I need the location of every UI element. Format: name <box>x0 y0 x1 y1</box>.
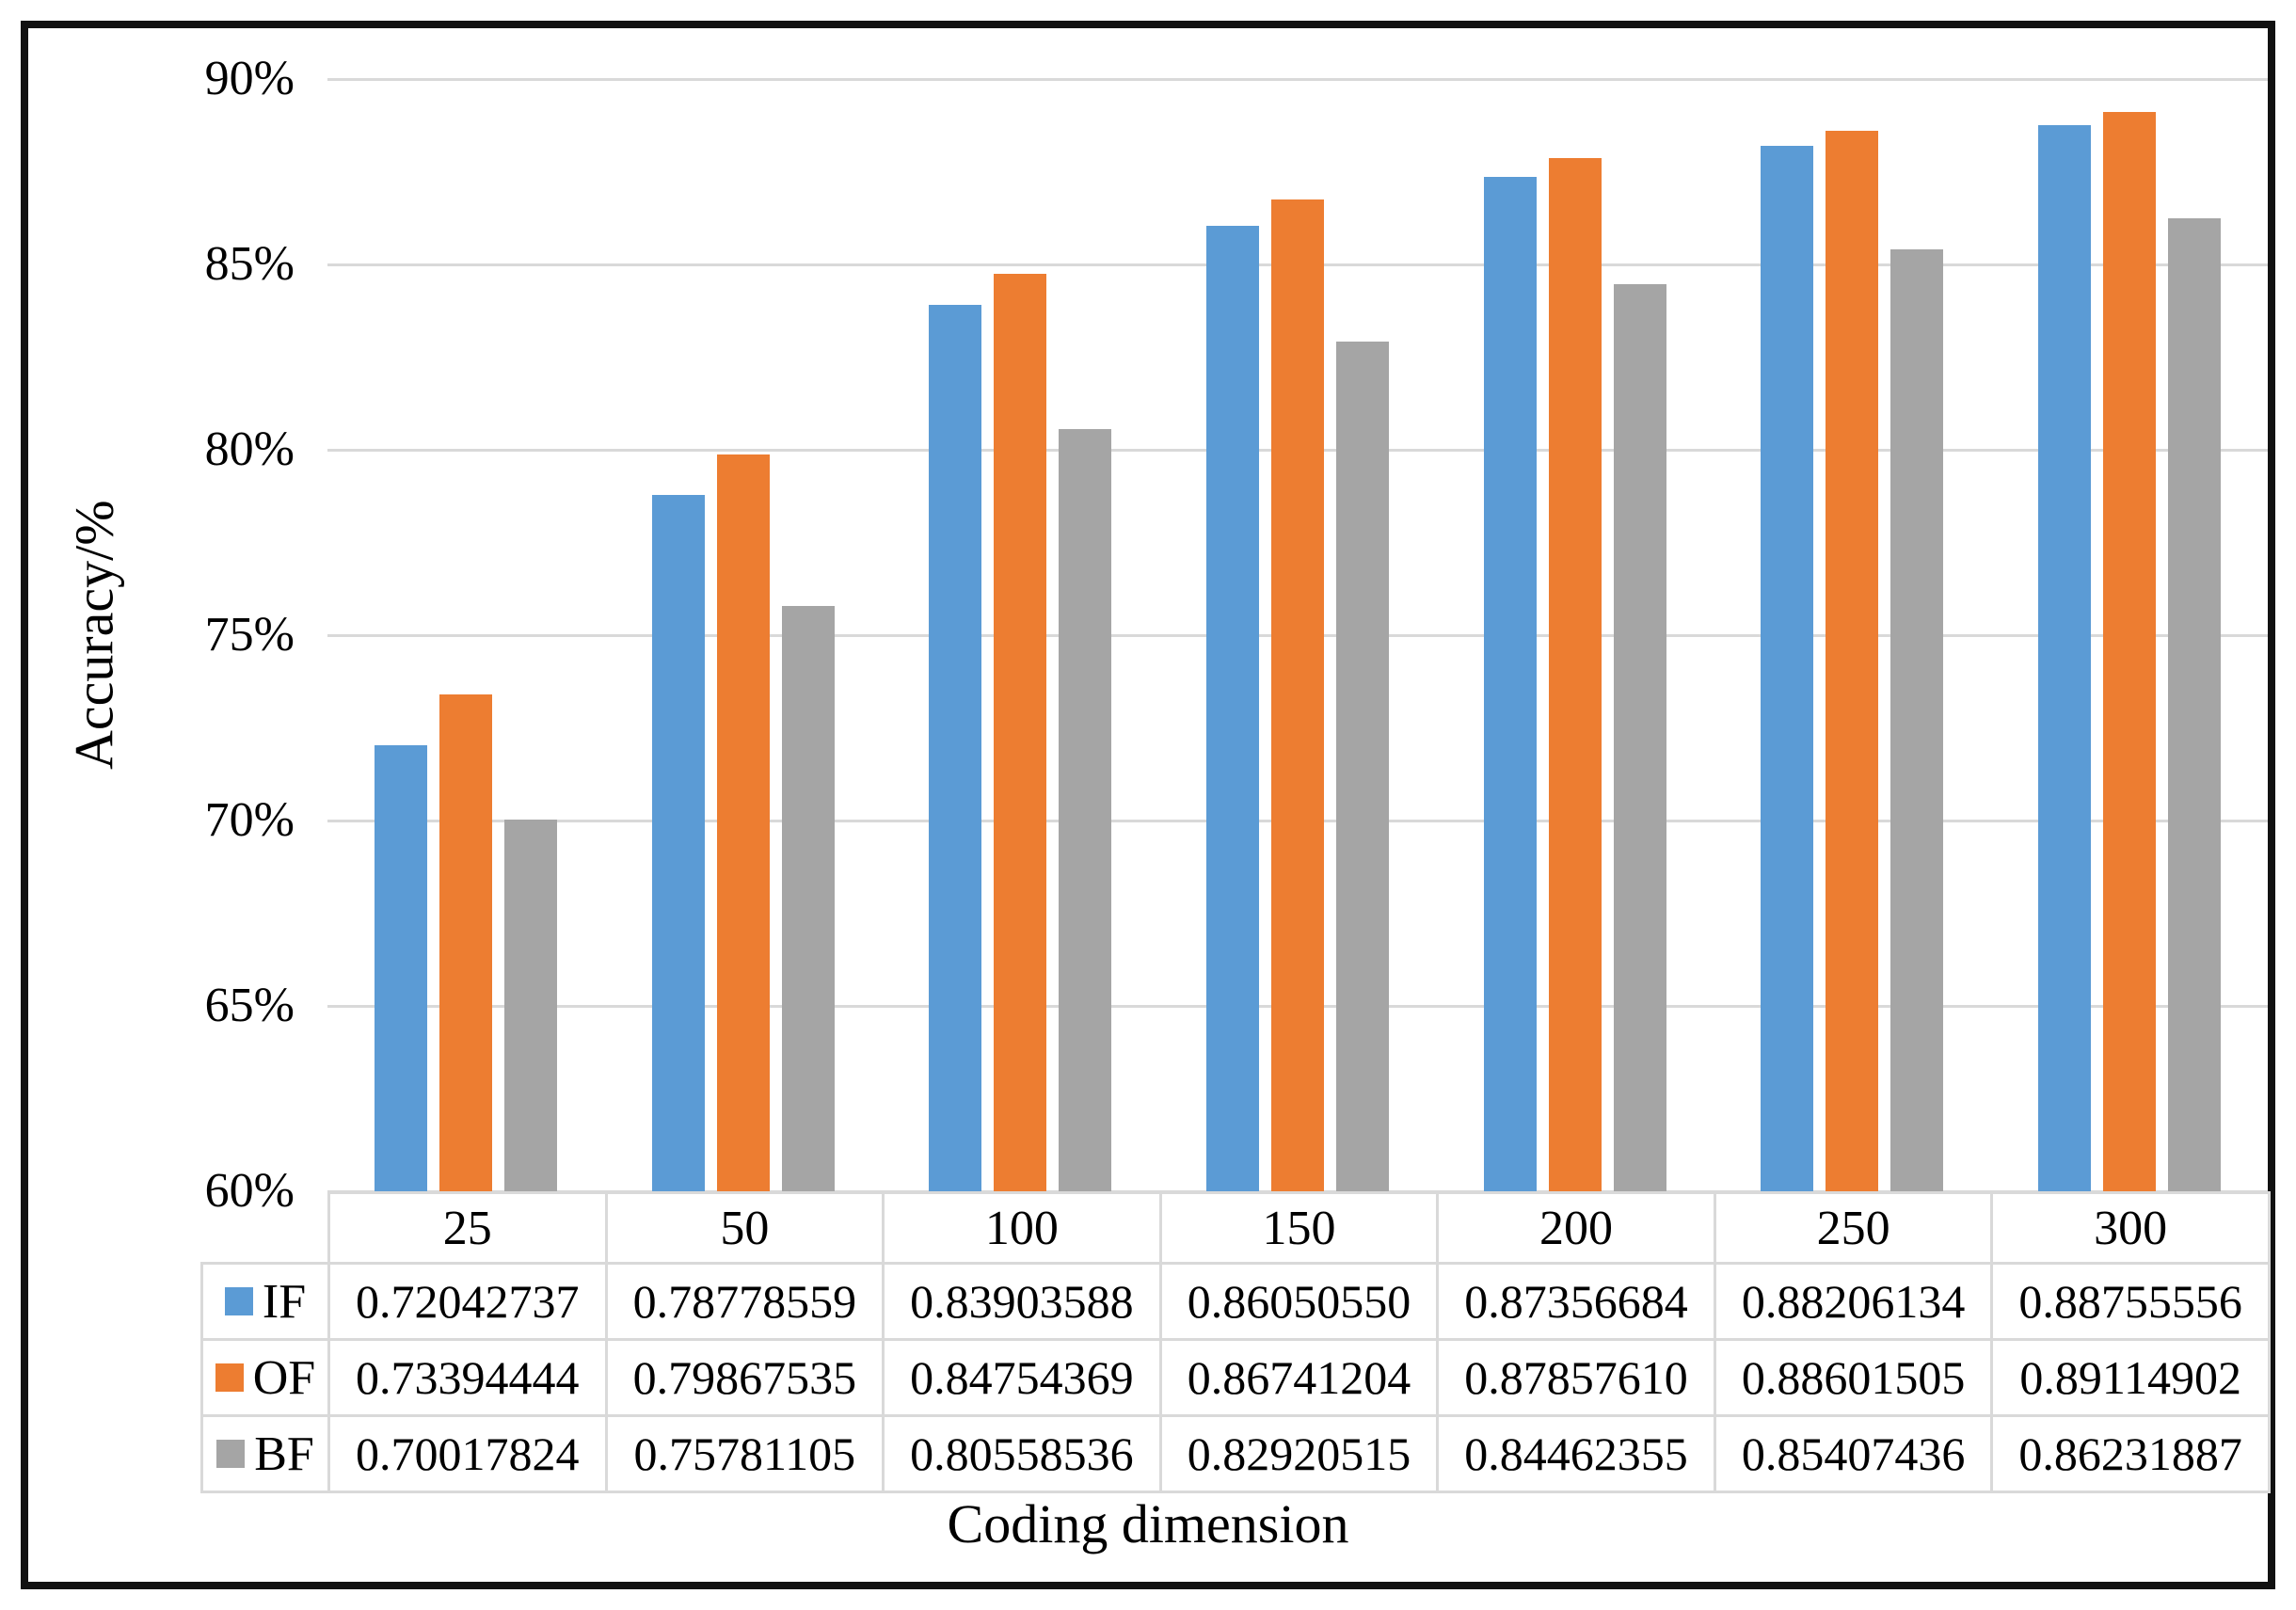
value-cell-if-250: 0.88206134 <box>1713 1262 1994 1341</box>
legend-swatch-if <box>224 1287 253 1315</box>
y-tick-label: 75% <box>204 608 295 662</box>
bar-of-250 <box>1826 131 1879 1191</box>
legend-label: BF <box>254 1427 314 1481</box>
data-table: 25 50 100 150 200 250 300 IF 0.72042737 0.7877855… <box>200 1191 2271 1493</box>
category-header-300: 300 <box>1990 1191 2271 1265</box>
bar-of-100 <box>994 273 1047 1191</box>
bar-bf-150 <box>1336 341 1390 1191</box>
value-cell-if-150: 0.86050550 <box>1158 1262 1440 1341</box>
value-cell-of-100: 0.84754369 <box>882 1338 1162 1417</box>
category-header-150: 150 <box>1158 1191 1440 1265</box>
value-cell-if-100: 0.83903588 <box>882 1262 1162 1341</box>
bar-bf-200 <box>1613 284 1666 1191</box>
gridline <box>327 1189 2268 1193</box>
x-axis-title: Coding dimension <box>947 1493 1349 1554</box>
bar-group-150 <box>1159 79 1437 1191</box>
y-axis-tick-labels: 90% 85% 80% 75% 70% 65% 60% <box>28 28 295 1582</box>
bar-group-250 <box>1714 79 1991 1191</box>
legend-swatch-bf <box>216 1440 246 1468</box>
table-row-bf: BF 0.70017824 0.75781105 0.80558536 0.829205… <box>200 1414 2271 1493</box>
y-tick-label: 80% <box>204 422 295 476</box>
category-header-200: 200 <box>1436 1191 1716 1265</box>
bar-of-150 <box>1271 199 1325 1191</box>
bar-bf-25 <box>504 820 558 1191</box>
value-cell-of-25: 0.73394444 <box>327 1338 608 1417</box>
bar-if-100 <box>929 305 982 1191</box>
legend-label: OF <box>252 1350 316 1405</box>
value-cell-bf-300: 0.86231887 <box>1990 1414 2271 1493</box>
y-tick-label: 90% <box>204 52 295 105</box>
value-cell-if-25: 0.72042737 <box>327 1262 608 1341</box>
category-header-250: 250 <box>1713 1191 1994 1265</box>
value-cell-if-200: 0.87356684 <box>1436 1262 1716 1341</box>
data-table-body: 25 50 100 150 200 250 300 IF 0.72042737 0.7877855… <box>200 1191 2271 1493</box>
bar-groups <box>327 79 2268 1191</box>
bar-of-300 <box>2102 111 2156 1191</box>
legend-entry: IF <box>203 1274 327 1330</box>
bar-group-200 <box>1436 79 1714 1191</box>
bar-bf-100 <box>1059 429 1112 1191</box>
bar-bf-250 <box>1890 248 1944 1191</box>
bar-group-25 <box>327 79 605 1191</box>
value-cell-of-200: 0.87857610 <box>1436 1338 1716 1417</box>
bar-if-250 <box>1761 145 1814 1191</box>
table-header-row: 25 50 100 150 200 250 300 <box>202 1191 2271 1265</box>
bar-if-200 <box>1483 177 1537 1191</box>
value-cell-bf-150: 0.82920515 <box>1158 1414 1440 1493</box>
y-tick-label: 65% <box>204 979 295 1032</box>
bar-bf-50 <box>781 606 835 1191</box>
bar-if-25 <box>375 744 428 1191</box>
y-tick-label: 70% <box>204 793 295 847</box>
y-tick-label: 85% <box>204 237 295 291</box>
value-cell-of-300: 0.89114902 <box>1990 1338 2271 1417</box>
value-cell-bf-100: 0.80558536 <box>882 1414 1162 1493</box>
bar-if-50 <box>651 495 705 1191</box>
category-header-50: 50 <box>604 1191 885 1265</box>
value-cell-of-50: 0.79867535 <box>604 1338 885 1417</box>
bar-of-200 <box>1548 158 1602 1191</box>
category-header-100: 100 <box>882 1191 1162 1265</box>
value-cell-if-50: 0.78778559 <box>604 1262 885 1341</box>
legend-cell-bf: BF <box>200 1414 330 1493</box>
chart-frame: Accuracy/% 90% 85% 80% 75% 70% 65% 60% 25 50 100… <box>21 21 2275 1589</box>
bar-group-50 <box>605 79 883 1191</box>
bar-of-25 <box>439 694 493 1191</box>
category-header-25: 25 <box>327 1191 608 1265</box>
legend-cell-if: IF <box>200 1262 330 1341</box>
bar-bf-300 <box>2167 218 2221 1191</box>
legend-swatch-of <box>215 1363 244 1392</box>
value-cell-bf-25: 0.70017824 <box>327 1414 608 1493</box>
legend-entry: BF <box>203 1427 327 1482</box>
gridline <box>327 77 2268 81</box>
value-cell-bf-50: 0.75781105 <box>604 1414 885 1493</box>
bar-group-300 <box>1990 79 2268 1191</box>
value-cell-bf-250: 0.85407436 <box>1713 1414 1994 1493</box>
bar-of-50 <box>716 454 770 1191</box>
table-corner-cell <box>202 1193 329 1264</box>
legend-entry: OF <box>203 1350 327 1406</box>
y-tick-label: 60% <box>204 1164 295 1218</box>
table-row-of: OF 0.73394444 0.79867535 0.84754369 0.867412… <box>200 1338 2271 1417</box>
bar-if-150 <box>1206 225 1260 1191</box>
value-cell-bf-200: 0.84462355 <box>1436 1414 1716 1493</box>
legend-cell-of: OF <box>200 1338 330 1417</box>
plot-area <box>327 77 2268 1193</box>
value-cell-of-250: 0.88601505 <box>1713 1338 1994 1417</box>
bar-if-300 <box>2037 125 2091 1191</box>
value-cell-of-150: 0.86741204 <box>1158 1338 1440 1417</box>
bar-group-100 <box>882 79 1159 1191</box>
legend-label: IF <box>262 1274 307 1329</box>
value-cell-if-300: 0.88755556 <box>1990 1262 2271 1341</box>
table-row-if: IF 0.72042737 0.78778559 0.83903588 0.860505… <box>200 1262 2271 1341</box>
